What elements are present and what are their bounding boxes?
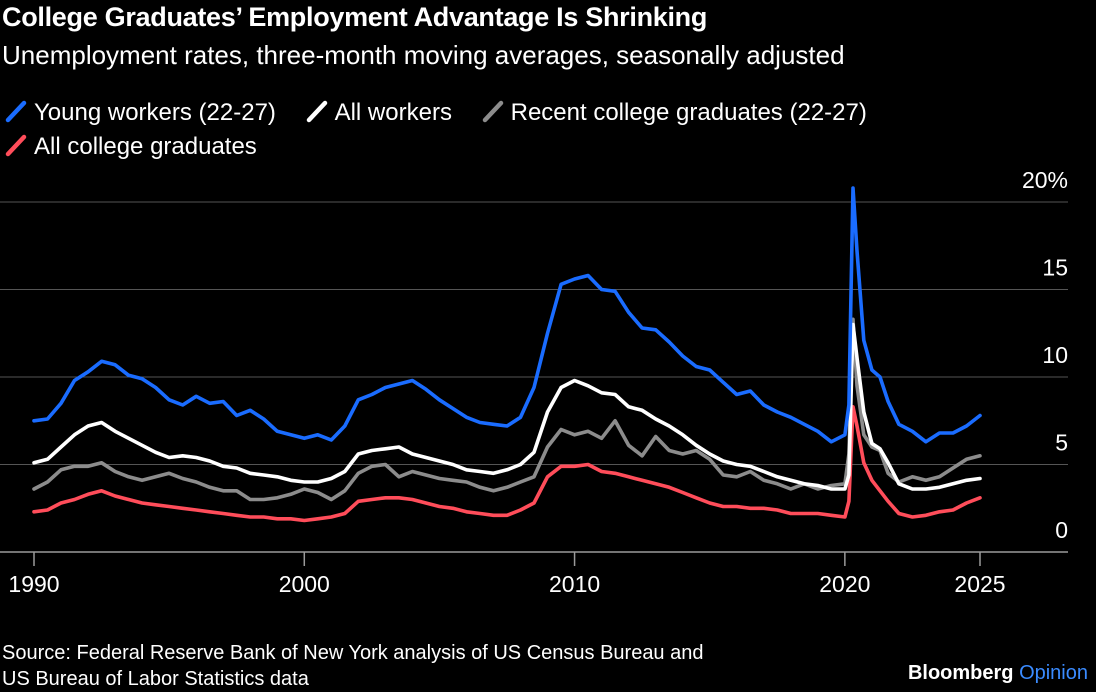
source-line-1: Source: Federal Reserve Bank of New York… <box>2 642 704 664</box>
legend-label-all-grads: All college graduates <box>34 133 257 160</box>
legend-label-all-workers: All workers <box>334 99 452 126</box>
legend-swatch-young-workers <box>4 99 30 123</box>
legend-swatch-recent-grads <box>481 99 507 123</box>
line-all-grads <box>32 405 982 523</box>
line-recent-grads <box>32 317 982 502</box>
y-tick-label: 5 <box>1055 430 1068 456</box>
x-tick-label: 1990 <box>8 571 59 597</box>
brand-accent: Opinion <box>1019 662 1088 684</box>
x-tick-label: 2000 <box>279 571 330 597</box>
legend-swatch-all-grads <box>4 133 30 157</box>
chart-title: College Graduates’ Employment Advantage … <box>2 2 708 32</box>
chart-legend: Young workers (22-27) All workers Recent… <box>4 96 1004 164</box>
legend-label-recent-grads: Recent college graduates (22-27) <box>510 99 867 126</box>
legend-item-all-workers: All workers <box>305 96 452 130</box>
legend-item-young-workers: Young workers (22-27) <box>4 96 276 130</box>
brand-name: Bloomberg <box>907 662 1014 684</box>
legend-swatch-all-workers <box>305 99 331 123</box>
x-tick-label: 2010 <box>549 571 600 597</box>
y-tick-label: 10 <box>1042 342 1068 368</box>
line-young-workers <box>32 186 982 444</box>
y-tick-label: 20% <box>1022 167 1068 193</box>
legend-item-all-grads: All college graduates <box>4 130 257 164</box>
x-tick-label: 2020 <box>819 571 870 597</box>
brand-logo: Bloomberg Opinion <box>908 662 1088 685</box>
legend-label-young-workers: Young workers (22-27) <box>34 99 276 126</box>
x-tick-label: 2025 <box>954 571 1005 597</box>
source-line-2: US Bureau of Labor Statistics data <box>2 668 309 690</box>
source-note: Source: Federal Reserve Bank of New York… <box>2 640 902 692</box>
legend-item-recent-grads: Recent college graduates (22-27) <box>481 96 867 130</box>
y-tick-label: 0 <box>1055 517 1068 543</box>
y-tick-label: 15 <box>1042 255 1068 281</box>
chart-subtitle: Unemployment rates, three-month moving a… <box>2 40 845 70</box>
line-all-workers <box>32 322 982 491</box>
